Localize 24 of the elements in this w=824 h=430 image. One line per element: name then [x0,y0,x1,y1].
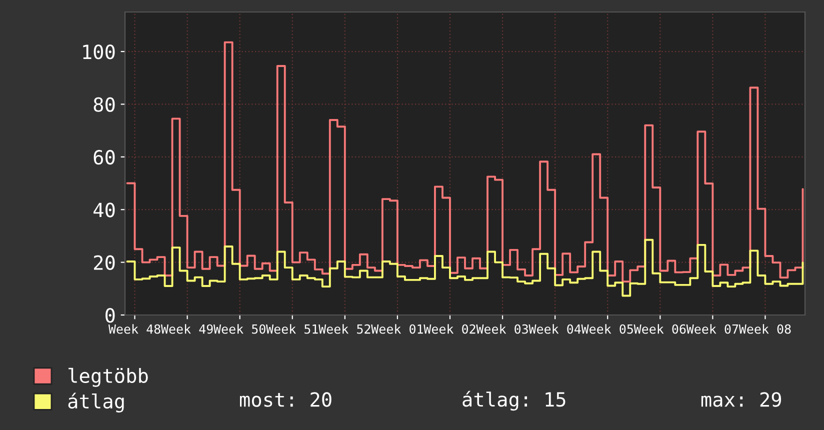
legend-label: legtöbb [68,368,148,387]
x-tick-label: Week 07 [686,324,738,334]
text: átlag: 15 [462,390,566,411]
x-tick-label: Week 04 [528,324,581,334]
legend-label: átlag [68,392,124,412]
x-tick-label: Week 08 [738,324,791,334]
x-tick-label: Week 01 [371,324,423,334]
text: most: 20 [240,392,332,407]
x-tick-label: Week 06 [634,324,686,334]
x-tick-label: Week 02 [424,324,476,334]
text: max: 29 [701,392,782,407]
x-tick-label: Week 05 [581,324,633,334]
x-tick-label: Week 48 [108,324,160,334]
x-tick-label: Week 51 [266,324,318,334]
y-tick-label: 40 [94,202,115,218]
x-tick-label: Week 52 [318,324,370,334]
x-tick-label: Week 03 [476,324,528,334]
x-tick-label: Week 49 [160,324,213,334]
y-tick-label: 60 [94,150,115,165]
x-tick-label: Week 50 [213,324,266,334]
y-tick-label: 0 [106,308,115,323]
y-tick-label: 100 [83,44,115,60]
y-tick-label: 20 [94,255,115,270]
y-tick-label: 80 [94,97,115,112]
